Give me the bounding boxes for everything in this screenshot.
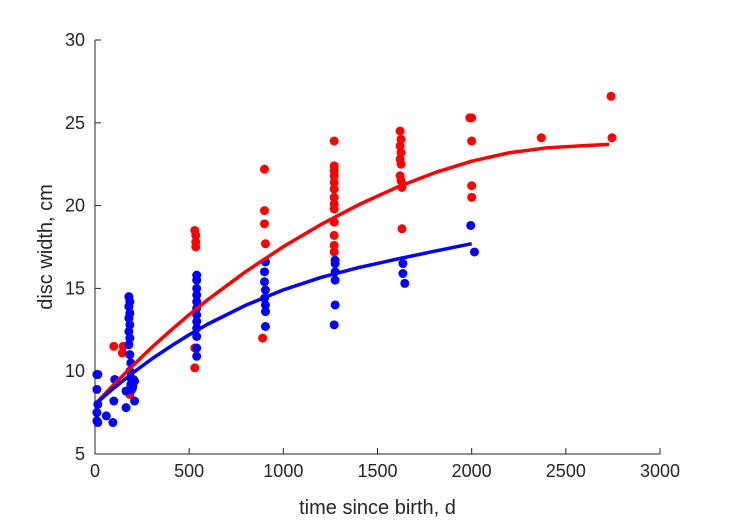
blue-data-point <box>330 259 340 269</box>
red-data-point <box>260 239 270 249</box>
red-data-point <box>260 206 269 216</box>
red-data-point <box>467 113 477 123</box>
blue-data-point <box>192 351 202 361</box>
blue-data-point <box>330 300 340 310</box>
red-data-point <box>329 192 339 202</box>
red-data-point <box>329 230 339 240</box>
red-data-point <box>329 171 339 181</box>
blue-data-point <box>125 333 135 343</box>
red-data-point <box>260 219 269 229</box>
blue-data-point <box>125 350 135 360</box>
blue-data-point <box>124 340 134 350</box>
blue-data-point <box>192 275 202 285</box>
red-series <box>109 91 617 399</box>
blue-data-point <box>121 403 131 413</box>
blue-data-point <box>92 384 102 394</box>
blue-data-point <box>124 313 134 323</box>
x-tick-label: 500 <box>174 461 204 481</box>
x-tick-label: 2000 <box>452 461 492 481</box>
blue-data-point <box>260 321 270 331</box>
x-tick-label: 1000 <box>263 461 303 481</box>
blue-data-point <box>93 370 103 380</box>
red-data-point <box>329 136 339 146</box>
red-data-point <box>329 184 339 194</box>
x-tick-label: 0 <box>90 461 100 481</box>
blue-data-point <box>130 396 140 406</box>
blue-data-point <box>125 320 135 330</box>
y-tick-label: 15 <box>65 278 85 298</box>
blue-fit-curve <box>95 241 473 404</box>
blue-data-point <box>466 220 476 230</box>
blue-data-point <box>92 408 102 418</box>
red-data-point <box>329 204 339 214</box>
blue-data-point <box>124 326 134 336</box>
y-axis: 5 10 15 20 25 30 <box>65 30 101 464</box>
y-tick-label: 10 <box>65 361 85 381</box>
blue-data-point <box>398 268 408 278</box>
red-data-point <box>467 136 477 146</box>
red-data-point <box>607 133 617 143</box>
x-axis: 0 500 1000 1500 2000 2500 3000 <box>90 448 680 481</box>
plot-area <box>92 91 617 428</box>
blue-data-point <box>101 411 111 421</box>
red-data-point <box>329 247 339 257</box>
red-data-point <box>258 333 268 343</box>
y-axis-ticks: 5 10 15 20 25 30 <box>65 30 101 464</box>
blue-data-point <box>192 331 202 341</box>
red-data-point <box>396 159 406 169</box>
red-data-point <box>260 164 269 174</box>
x-axis-ticks: 0 500 1000 1500 2000 2500 3000 <box>90 448 680 481</box>
blue-data-point <box>124 302 134 312</box>
blue-data-point <box>130 376 140 386</box>
red-data-point <box>329 240 339 250</box>
y-axis-label: disc width, cm <box>35 184 57 310</box>
y-tick-label: 25 <box>65 113 85 133</box>
x-axis-label: time since birth, d <box>299 497 456 519</box>
blue-data-point <box>260 300 270 310</box>
red-data-point <box>191 242 201 252</box>
red-fit-curve <box>95 142 610 404</box>
red-data-point <box>606 91 616 101</box>
y-tick-label: 20 <box>65 196 85 216</box>
red-data-point <box>329 177 339 187</box>
red-data-point <box>117 348 127 358</box>
red-data-point <box>190 363 200 373</box>
x-tick-label: 2500 <box>546 461 586 481</box>
blue-data-point <box>109 396 119 406</box>
y-tick-label: 30 <box>65 30 85 50</box>
blue-data-point <box>192 283 202 293</box>
y-tick-label: 5 <box>75 444 85 464</box>
red-data-point <box>467 181 477 191</box>
blue-data-point <box>469 247 479 257</box>
red-data-point <box>396 134 406 144</box>
red-data-point <box>397 224 407 234</box>
blue-data-point <box>260 307 270 317</box>
x-tick-label: 3000 <box>640 461 680 481</box>
blue-series <box>92 220 479 428</box>
red-data-point <box>191 230 201 240</box>
blue-data-point <box>398 259 408 269</box>
red-data-point <box>109 341 119 351</box>
blue-data-point <box>192 343 202 353</box>
red-data-point <box>396 148 406 158</box>
blue-data-point <box>260 277 269 287</box>
red-data-point <box>395 141 405 151</box>
blue-data-point <box>260 285 270 295</box>
red-data-point <box>536 133 546 143</box>
blue-data-point <box>108 418 118 428</box>
blue-data-point <box>192 317 202 327</box>
blue-data-point <box>260 267 269 277</box>
blue-data-point <box>192 297 202 307</box>
blue-data-point <box>93 418 103 428</box>
blue-data-point <box>400 278 410 288</box>
red-data-point <box>395 126 405 136</box>
blue-data-point <box>192 290 202 300</box>
blue-data-point <box>330 275 340 285</box>
red-data-point <box>467 192 477 202</box>
x-tick-label: 1500 <box>357 461 397 481</box>
blue-data-point <box>329 320 339 330</box>
